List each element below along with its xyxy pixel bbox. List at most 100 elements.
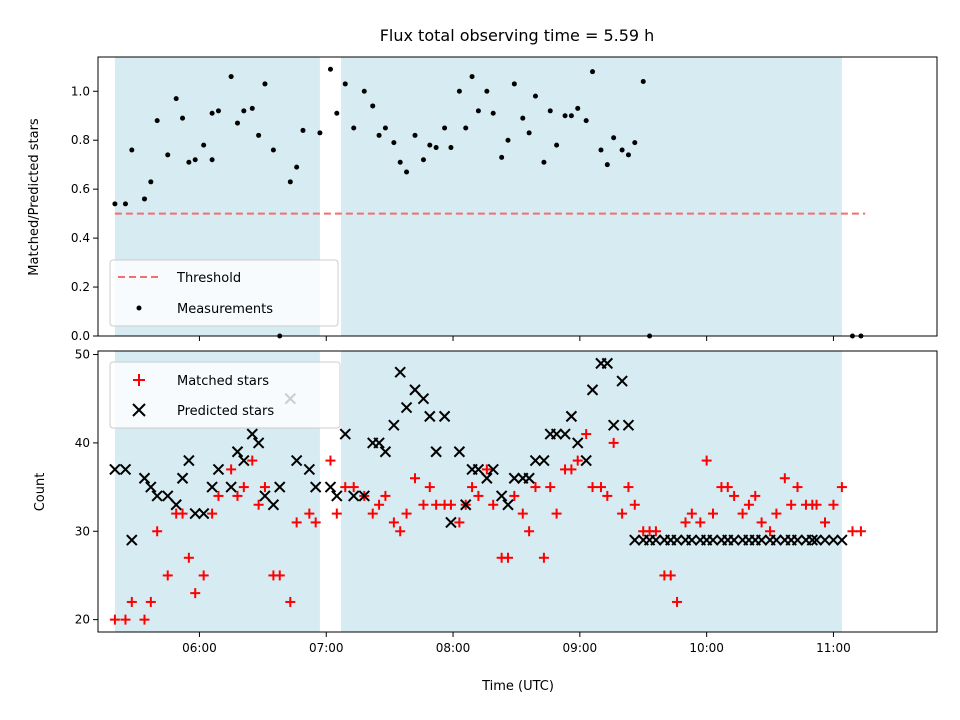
matched-star-point (707, 508, 718, 519)
measurement-point (575, 105, 581, 111)
matched-star-point (145, 596, 156, 607)
predicted-star-point (460, 499, 472, 511)
matched-star-point (285, 596, 296, 607)
measurement-point (456, 88, 462, 94)
matched-star-point (572, 455, 583, 466)
legend-measurements-label: Measurements (177, 302, 273, 317)
matched-star-point (509, 490, 520, 501)
matched-star-point (410, 473, 421, 484)
measurement-point (209, 110, 215, 116)
matched-star-point (109, 614, 120, 625)
y-tick-label: 1.0 (71, 84, 90, 98)
predicted-star-point (728, 534, 740, 546)
measurement-point (370, 103, 376, 109)
legend-predicted-swatch (132, 403, 146, 417)
bottom-legend: Matched stars Predicted stars (109, 361, 341, 429)
measurement-point (234, 120, 240, 126)
matched-star-point (750, 490, 761, 501)
y-tick-label: 0.4 (71, 231, 90, 245)
measurement-point (215, 108, 221, 114)
measurement-point (632, 140, 638, 146)
legend-matched-swatch (133, 374, 145, 386)
y-tick-label: 50 (75, 348, 90, 362)
measurement-point (640, 78, 646, 84)
matched-star-point (454, 517, 465, 528)
legend-measurements-swatch (136, 305, 142, 311)
predicted-star-point (189, 507, 201, 520)
measurement-point (382, 125, 388, 131)
matched-star-point (623, 482, 634, 493)
top-panel: 0.0 0.2 0.4 0.6 0.8 1.0 Flux total observing … (27, 26, 938, 343)
matched-star-point (680, 517, 691, 528)
matched-star-point (304, 508, 315, 519)
measurement-point (526, 130, 532, 136)
predicted-star-point (274, 481, 286, 493)
measurement-point (532, 93, 538, 99)
predicted-star-point (629, 534, 641, 546)
bottom-y-axis-label: Count (33, 473, 48, 512)
predicted-star-point (472, 463, 485, 476)
matched-star-point (779, 473, 790, 484)
measurement-point (256, 132, 262, 138)
predicted-star-point (176, 472, 189, 484)
matched-star-point (226, 464, 237, 475)
predicted-star-point (145, 481, 157, 493)
predicted-star-point (827, 534, 840, 546)
matched-star-point (602, 490, 613, 501)
measurement-point (469, 74, 475, 80)
bottom-y-ticks: 20 30 40 50 (75, 348, 98, 627)
measurement-point (249, 105, 255, 111)
predicted-star-point (601, 357, 614, 370)
measurement-point (327, 66, 333, 72)
predicted-star-point (453, 446, 466, 458)
matched-star-point (786, 499, 797, 510)
predicted-star-point (806, 534, 819, 546)
measurement-point (334, 110, 340, 116)
measurement-point (619, 147, 625, 153)
measurement-point (241, 108, 247, 114)
predicted-star-point (836, 534, 848, 546)
predicted-star-point (523, 472, 535, 484)
matched-star-point (259, 482, 270, 493)
measurement-point (300, 127, 306, 133)
matched-star-point (183, 552, 194, 563)
predicted-star-point (559, 428, 571, 440)
measurement-point (520, 115, 526, 121)
chart-title: Flux total observing time = 5.59 h (380, 26, 655, 45)
measurement-point (192, 157, 198, 163)
x-tick-label: 07:00 (309, 641, 344, 655)
matched-star-point (729, 490, 740, 501)
measurement-point (173, 96, 179, 102)
matched-star-point (388, 517, 399, 528)
matched-star-point (177, 508, 188, 519)
matched-star-point (367, 508, 378, 519)
predicted-star-point (119, 463, 132, 476)
predicted-star-point (170, 499, 182, 511)
matched-star-point (672, 596, 683, 607)
predicted-star-point (246, 428, 258, 440)
matched-star-point (524, 526, 535, 537)
measurement-point (165, 152, 171, 158)
x-tick-label: 09:00 (563, 641, 598, 655)
predicted-star-point (791, 534, 804, 546)
predicted-star-point (309, 481, 322, 493)
predicted-star-point (650, 534, 662, 546)
measurement-point (287, 179, 293, 185)
legend-matched-label: Matched stars (177, 374, 269, 389)
matched-star-point (701, 455, 712, 466)
matched-star-point (348, 482, 359, 493)
top-legend-box (109, 259, 339, 327)
matched-star-point (722, 482, 733, 493)
matched-star-points (109, 429, 866, 625)
matched-star-point (238, 482, 249, 493)
top-measurement-points (112, 66, 864, 339)
measurement-point (154, 118, 160, 124)
predicted-star-point (379, 446, 392, 458)
measurement-point (412, 132, 418, 138)
measurement-point (294, 164, 300, 170)
matched-star-point (120, 614, 131, 625)
legend-threshold-label: Threshold (176, 271, 241, 286)
predicted-star-point (481, 472, 493, 484)
matched-star-point (581, 429, 592, 440)
